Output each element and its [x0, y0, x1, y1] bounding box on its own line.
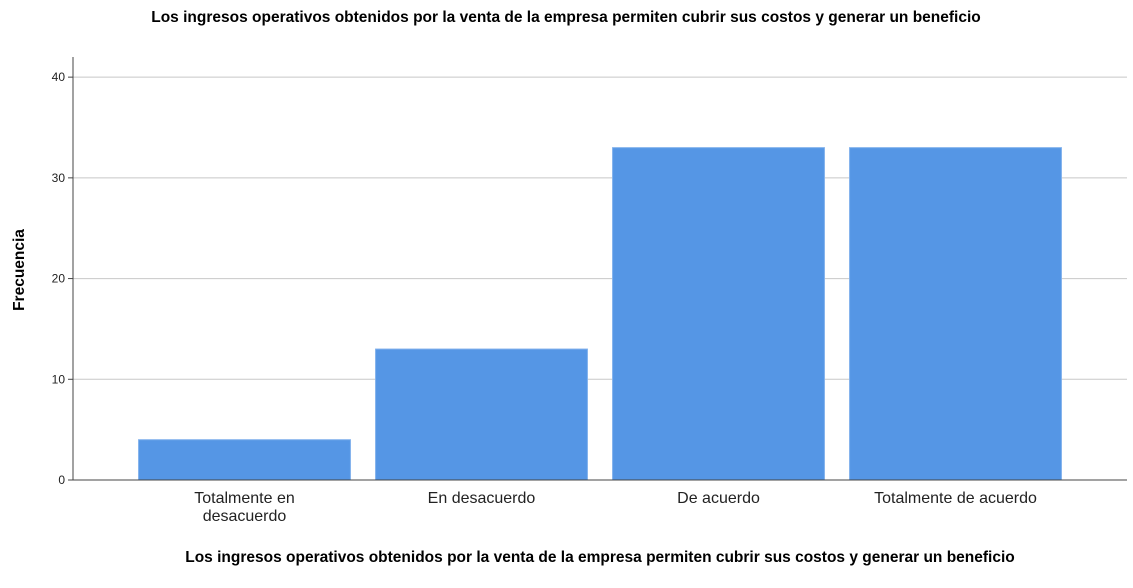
x-axis-label: Los ingresos operativos obtenidos por la… [185, 549, 1015, 566]
y-axis-label: Frecuencia [11, 229, 28, 311]
bar [375, 348, 588, 481]
x-tick-label: De acuerdo [677, 490, 760, 507]
y-tick-label: 20 [52, 272, 66, 286]
y-tick-label: 40 [52, 70, 66, 84]
bar [138, 439, 351, 481]
y-tick-label: 0 [58, 473, 65, 487]
x-tick-label: Totalmente de acuerdo [874, 490, 1037, 507]
chart-title: Los ingresos operativos obtenidos por la… [151, 9, 981, 26]
bar [849, 147, 1062, 481]
x-tick-label: Totalmente en desacuerdo [194, 490, 295, 525]
bar [612, 147, 825, 481]
x-tick-label: En desacuerdo [427, 490, 536, 507]
y-tick-label: 30 [52, 171, 66, 185]
y-tick-label: 10 [52, 372, 66, 386]
